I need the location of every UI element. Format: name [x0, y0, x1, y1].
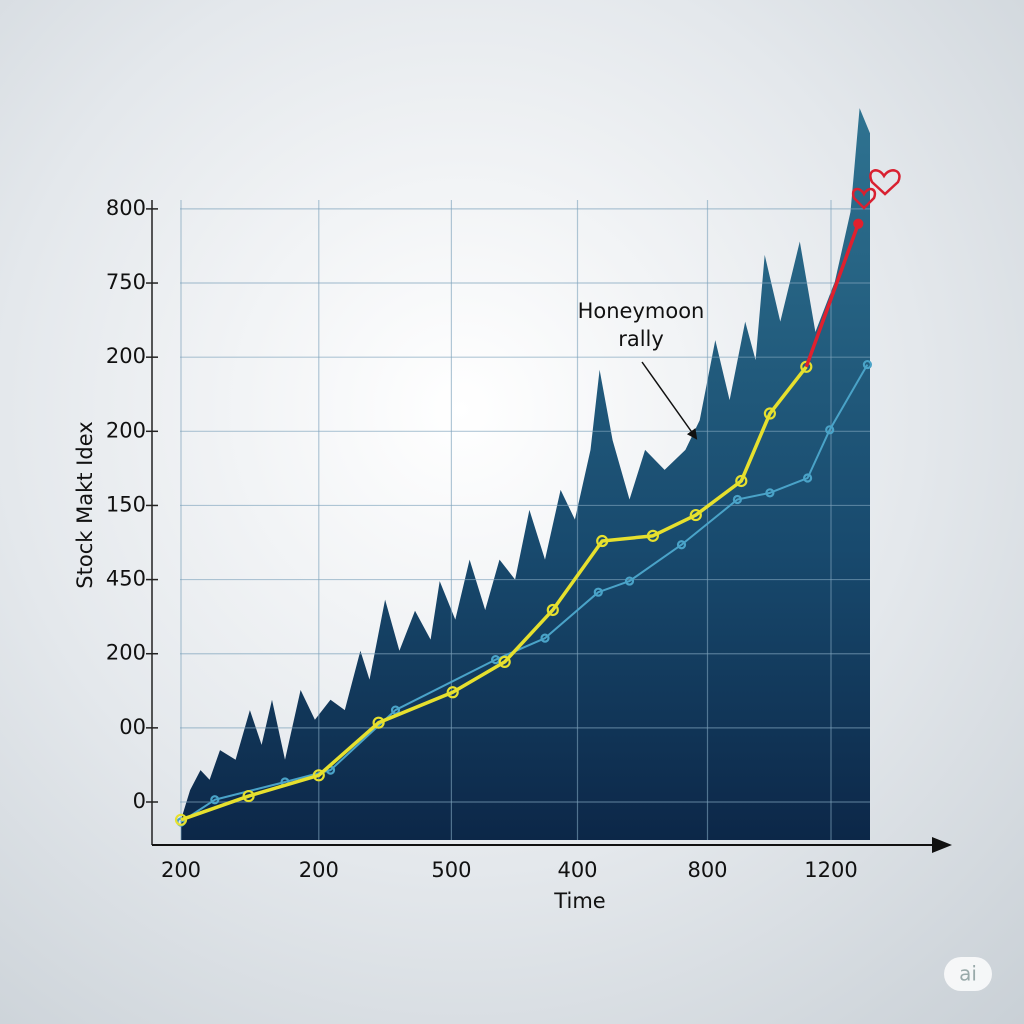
- marker: [390, 705, 401, 715]
- plot: [174, 108, 873, 840]
- x-tick-label: 200: [161, 858, 201, 882]
- annotation-arrow: [641, 361, 698, 440]
- x-tick-label: 1200: [804, 858, 857, 882]
- marker: [825, 425, 835, 435]
- marker: [853, 218, 864, 229]
- heart-icon: [869, 169, 901, 196]
- watermark: ai: [959, 962, 977, 986]
- watermark-badge: [944, 957, 992, 991]
- marker: [765, 488, 775, 498]
- y-tick-label: 200: [106, 418, 146, 442]
- marker: [593, 587, 603, 597]
- marker: [498, 655, 511, 668]
- marker: [210, 795, 220, 805]
- y-tick-label: 200: [106, 344, 146, 368]
- y-tick-label: 450: [106, 567, 146, 591]
- x-tick-label: 500: [431, 858, 471, 882]
- heart-icon: [851, 187, 877, 210]
- marker: [312, 769, 325, 782]
- line: [180, 364, 869, 823]
- marker: [689, 508, 702, 522]
- marker: [862, 359, 873, 370]
- x-axis-label: Time: [553, 889, 605, 913]
- y-tick-label: 800: [106, 196, 146, 220]
- marker: [596, 534, 609, 548]
- marker: [763, 407, 777, 420]
- marker: [676, 540, 687, 550]
- marker: [732, 494, 743, 505]
- x-tick-label: 400: [557, 858, 597, 882]
- x-tick-label: 200: [299, 858, 339, 882]
- marker: [540, 633, 550, 643]
- y-tick-label: 150: [106, 492, 146, 516]
- annotation: Honeymoon rally: [578, 299, 705, 351]
- marker: [174, 813, 188, 826]
- x-tick-label: 800: [687, 858, 727, 882]
- y-tick-label: 00: [119, 715, 146, 739]
- y-tick-label: 750: [106, 270, 146, 294]
- y-tick-label: 0: [133, 789, 146, 813]
- marker: [624, 576, 635, 586]
- x-axis-arrow: [932, 837, 952, 853]
- line: [804, 223, 860, 368]
- marker: [546, 603, 559, 617]
- marker: [372, 716, 385, 729]
- marker: [646, 529, 660, 542]
- marker: [802, 473, 813, 483]
- y-tick-label: 200: [106, 641, 146, 665]
- y-axis-label: Stock Makt Idex: [73, 421, 97, 588]
- marker: [446, 686, 459, 699]
- line: [180, 365, 808, 822]
- area: [181, 108, 870, 840]
- marker: [242, 789, 255, 803]
- marker: [735, 474, 748, 488]
